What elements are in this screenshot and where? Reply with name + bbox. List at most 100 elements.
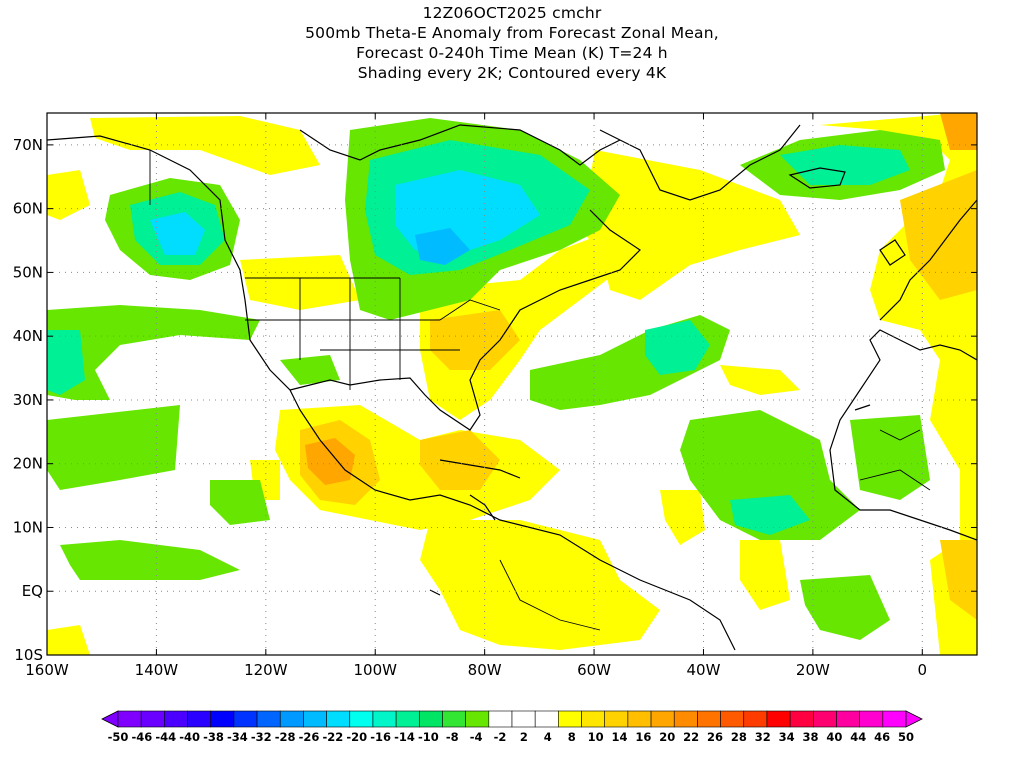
colorbar-swatch [650, 710, 675, 728]
lat-label: 30N [13, 391, 43, 409]
colorbar-label: 16 [635, 730, 651, 744]
lon-label: 60W [577, 661, 611, 679]
colorbar-swatch [627, 710, 652, 728]
colorbar-label: -2 [494, 730, 507, 744]
title-line-4: Shading every 2K; Contoured every 4K [357, 64, 667, 82]
colorbar-label: 34 [779, 730, 795, 744]
lon-label: 0 [918, 661, 928, 679]
lat-label: 40N [13, 327, 43, 345]
colorbar-swatch [140, 710, 165, 728]
colorbar-label: 4 [544, 730, 552, 744]
colorbar-label: -46 [131, 730, 152, 744]
colorbar-swatch [882, 710, 907, 728]
colorbar-swatch [720, 710, 745, 728]
colorbar-swatch [117, 710, 142, 728]
colorbar-swatch [303, 710, 327, 728]
colorbar-swatch [859, 710, 884, 728]
colorbar-label: -16 [370, 730, 391, 744]
colorbar-label: -40 [179, 730, 200, 744]
colorbar-swatch [836, 710, 860, 728]
lat-label: 70N [13, 136, 43, 154]
lon-label: 120W [244, 661, 288, 679]
colorbar-label: -28 [275, 730, 296, 744]
colorbar-label: -20 [346, 730, 367, 744]
colorbar-label: -8 [446, 730, 459, 744]
colorbar-label: 28 [731, 730, 747, 744]
colorbar-label: 46 [874, 730, 890, 744]
colorbar-swatch [233, 710, 258, 728]
colorbar-label: 2 [520, 730, 528, 744]
lat-label: EQ [22, 582, 43, 600]
colorbar-swatch [534, 710, 559, 728]
colorbar-swatch [604, 710, 629, 728]
anomaly-shading [47, 113, 977, 655]
lon-label: 160W [25, 661, 69, 679]
colorbar-label: 50 [898, 730, 914, 744]
colorbar-label: 44 [850, 730, 866, 744]
colorbar-label: -34 [227, 730, 248, 744]
lon-label: 100W [354, 661, 398, 679]
colorbar-swatch [673, 710, 698, 728]
colorbar-label: 38 [802, 730, 818, 744]
colorbar-label: -38 [203, 730, 224, 744]
lat-label: 10S [14, 646, 43, 664]
colorbar-swatch [442, 710, 466, 728]
colorbar-swatch [812, 710, 837, 728]
colorbar-swatch [372, 710, 397, 728]
colorbar-label: -50 [108, 730, 129, 744]
lon-label: 80W [468, 661, 502, 679]
lon-label: 20W [796, 661, 830, 679]
title-block: 12Z06OCT2025 cmchr 500mb Theta-E Anomaly… [0, 3, 1024, 83]
colorbar-label: 14 [611, 730, 627, 744]
colorbar-swatch [326, 710, 351, 728]
colorbar-swatch [279, 710, 304, 728]
colorbar-label: 26 [707, 730, 723, 744]
title-line-2: 500mb Theta-E Anomaly from Forecast Zona… [305, 24, 719, 42]
colorbar-label: -32 [251, 730, 272, 744]
colorbar-swatch [581, 710, 606, 728]
colorbar-swatch [418, 710, 443, 728]
lat-label: 20N [13, 455, 43, 473]
colorbar-swatch [558, 710, 582, 728]
colorbar: -50 -46 -44 -40 -38 -34 -32 -28 -26 -22 -20 -16 -14-… [101, 710, 923, 744]
colorbar-swatch [743, 710, 768, 728]
colorbar-swatch [465, 710, 490, 728]
colorbar-label: -44 [155, 730, 176, 744]
title-line-3: Forecast 0-240h Time Mean (K) T=24 h [356, 44, 668, 62]
colorbar-swatch [488, 710, 513, 728]
colorbar-label: -10 [418, 730, 439, 744]
colorbar-label: 32 [755, 730, 771, 744]
lat-lon-grid [47, 113, 977, 655]
colorbar-arrow-right [905, 710, 923, 728]
colorbar-swatch [349, 710, 374, 728]
colorbar-swatch [766, 710, 791, 728]
lat-label: 50N [13, 263, 43, 281]
longitude-axis: 160W 140W 120W 100W 80W 60W 40W 20W 0 [25, 113, 927, 679]
colorbar-label: -26 [299, 730, 320, 744]
colorbar-label: 22 [683, 730, 699, 744]
strong-negative-regions [47, 140, 910, 535]
lat-label: 10N [13, 518, 43, 536]
colorbar-label: 20 [659, 730, 675, 744]
colorbar-swatch [256, 710, 281, 728]
colorbar-label: 10 [588, 730, 604, 744]
colorbar-swatch [210, 710, 235, 728]
latitude-axis: 70N 60N 50N 40N 30N 20N 10N EQ 10S [13, 136, 977, 664]
colorbar-label: 40 [826, 730, 842, 744]
lon-label: 40W [687, 661, 721, 679]
colorbar-arrow-left [101, 710, 119, 728]
colorbar-swatch [511, 710, 536, 728]
colorbar-label: -14 [394, 730, 415, 744]
political-borders [149, 150, 931, 631]
lat-label: 60N [13, 200, 43, 218]
colorbar-swatch [164, 710, 188, 728]
colorbar-swatch [395, 710, 420, 728]
colorbar-swatch [789, 710, 814, 728]
title-line-1: 12Z06OCT2025 cmchr [422, 4, 602, 22]
colorbar-swatch [697, 710, 721, 728]
colorbar-label: -4 [470, 730, 483, 744]
map-frame [46, 112, 978, 656]
lon-label: 140W [135, 661, 179, 679]
colorbar-label: 8 [568, 730, 576, 744]
